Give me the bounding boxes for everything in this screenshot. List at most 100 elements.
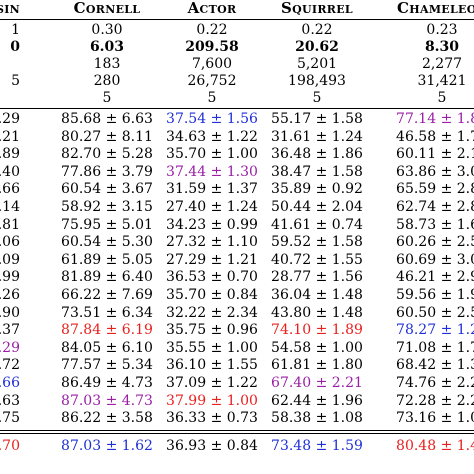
actor-col-cell: 27.29 ± 1.21	[166, 251, 258, 268]
cornell-col-cell: 86.49 ± 4.73	[61, 375, 153, 391]
actor-col-cell: 37.99 ± 1.00	[166, 392, 258, 409]
dataset-col-0-cell: 3.29	[0, 111, 20, 127]
chameleon-col-cell: 58.73 ± 1.68	[396, 216, 474, 233]
chameleon-col-cell: 77.14 ± 1.84	[396, 111, 474, 127]
dataset-col-0-cell: 5.81	[0, 216, 20, 233]
dataset-col-0-cell: 4.89	[0, 146, 20, 163]
dataset-col-0-cell: 3.66	[0, 375, 20, 391]
squirrel-col-cell: 59.52 ± 1.58	[271, 234, 363, 251]
results-rule-bottom	[0, 432, 474, 434]
table-row: 4.99 81.89 ± 6.40 36.53 ± 0.70 28.77 ± 1.56…	[0, 269, 474, 286]
actor-col-cell: 37.44 ± 1.30	[166, 163, 258, 180]
actor-col-cell: 5	[207, 90, 217, 106]
cornell-col-cell: 60.54 ± 5.30	[61, 234, 153, 251]
table-row: 3.75 86.22 ± 3.58 36.33 ± 0.73 58.38 ± 1.08…	[0, 410, 474, 427]
table-row: 3.40 77.86 ± 3.79 37.44 ± 1.30 38.47 ± 1.58…	[0, 164, 474, 181]
actor-col-cell: 0.22	[196, 22, 228, 38]
squirrel-col-cell: 5,201	[296, 56, 338, 72]
actor-col-cell: 36.93 ± 0.84	[166, 437, 258, 454]
header-rule	[0, 19, 474, 20]
dataset-col-0-cell: 0	[10, 39, 20, 55]
actor-col-cell: 31.59 ± 1.37	[166, 181, 258, 198]
cornell-col-cell: 183	[93, 56, 121, 72]
cornell-col-cell: 87.84 ± 6.19	[61, 322, 153, 339]
stats-rule	[0, 108, 474, 109]
chameleon-col-cell: 60.69 ± 3.05	[396, 251, 474, 268]
chameleon-col-cell: 78.27 ± 1.28	[396, 322, 474, 339]
cornell-col-cell: 60.54 ± 3.67	[61, 181, 153, 198]
actor-col-cell: 35.70 ± 0.84	[166, 287, 258, 303]
squirrel-col-cell: 62.44 ± 1.96	[271, 392, 363, 409]
cornell-col-cell: 80.27 ± 8.11	[61, 128, 153, 145]
chameleon-col-cell: 68.42 ± 1.38	[396, 357, 474, 374]
dataset-col-0-cell: 3.29	[0, 339, 20, 356]
chameleon-col-cell: 2,277	[421, 56, 463, 72]
actor-col-cell: Actor	[187, 0, 237, 17]
squirrel-col-cell: 0.22	[301, 22, 333, 38]
squirrel-col-cell: 36.04 ± 1.48	[271, 287, 363, 303]
actor-col-cell: 27.32 ± 1.10	[166, 234, 258, 251]
squirrel-col-cell: 41.61 ± 0.74	[271, 216, 363, 233]
actor-col-cell: 36.10 ± 1.55	[166, 357, 258, 374]
squirrel-col-cell: 74.10 ± 1.89	[271, 322, 363, 339]
squirrel-col-cell: 38.47 ± 1.58	[271, 163, 363, 180]
actor-col-cell: 37.09 ± 1.22	[166, 375, 258, 391]
dataset-col-0-cell	[0, 90, 20, 107]
chameleon-col-cell: 8.30	[424, 39, 460, 55]
actor-col-cell: 32.22 ± 2.34	[166, 304, 258, 321]
squirrel-col-cell: 36.48 ± 1.86	[271, 146, 363, 163]
table-row: 3.66 60.54 ± 3.67 31.59 ± 1.37 35.89 ± 0.92…	[0, 181, 474, 198]
actor-col-cell: 35.75 ± 0.96	[166, 322, 258, 339]
table-row: 6.14 58.92 ± 3.15 27.40 ± 1.24 50.44 ± 2.04…	[0, 199, 474, 216]
actor-col-cell: 34.63 ± 1.22	[166, 128, 258, 145]
squirrel-col-cell: Squirrel	[281, 0, 353, 17]
dataset-col-0-cell: 5	[11, 73, 20, 89]
chameleon-col-cell: 63.86 ± 3.04	[396, 163, 474, 180]
chameleon-col-cell: 31,421	[417, 73, 467, 89]
table-row: 3.66 86.49 ± 4.73 37.09 ± 1.22 67.40 ± 2.21…	[0, 375, 474, 392]
stats-row: 5 5 5 5	[0, 90, 474, 107]
squirrel-col-cell: 55.17 ± 1.58	[271, 111, 363, 127]
chameleon-col-cell: 73.16 ± 1.07	[396, 410, 474, 427]
actor-col-cell: 27.40 ± 1.24	[166, 199, 258, 215]
dataset-col-0-cell: 3.63	[0, 392, 20, 409]
squirrel-col-cell: 67.40 ± 2.21	[271, 375, 363, 391]
cornell-col-cell: 85.68 ± 6.63	[61, 111, 153, 127]
cornell-col-cell: 86.22 ± 3.58	[61, 410, 153, 427]
table-row: 5.81 75.95 ± 5.01 34.23 ± 0.99 41.61 ± 0.74…	[0, 217, 474, 234]
actor-col-cell: 36.33 ± 0.73	[166, 410, 258, 427]
cornell-col-cell: 61.89 ± 5.05	[61, 251, 153, 268]
actor-col-cell: 35.70 ± 1.00	[166, 146, 258, 163]
stats-row: 0 6.03 209.58 20.62 8.30	[0, 39, 474, 56]
table-row: 4.90 73.51 ± 6.34 32.22 ± 2.34 43.80 ± 1.48…	[0, 305, 474, 322]
dataset-col-0-cell	[0, 56, 20, 73]
table-row: 3.63 87.03 ± 4.73 37.99 ± 1.00 62.44 ± 1.96…	[0, 393, 474, 410]
dataset-col-0-cell: 3.66	[0, 181, 20, 198]
squirrel-col-cell: 43.80 ± 1.48	[271, 304, 363, 321]
dataset-col-0-cell: 3.37	[0, 322, 20, 339]
table-row: 4.21 80.27 ± 8.11 34.63 ± 1.22 31.61 ± 1.24…	[0, 129, 474, 146]
chameleon-col-cell: 62.74 ± 2.82	[396, 199, 474, 215]
squirrel-col-cell: 58.38 ± 1.08	[271, 410, 363, 427]
squirrel-col-cell: 5	[312, 90, 322, 106]
actor-col-cell: 37.54 ± 1.56	[166, 111, 258, 127]
table-row: 3.29 84.05 ± 6.10 35.55 ± 1.00 54.58 ± 1.00…	[0, 340, 474, 357]
chameleon-col-cell: 60.50 ± 2.53	[396, 304, 474, 321]
header-row: nsin Cornell Actor Squirrel Chameleon	[0, 0, 474, 17]
dataset-col-0-cell: 6.14	[0, 199, 20, 215]
cornell-col-cell: 87.03 ± 1.62	[61, 437, 153, 454]
table-row: 3.37 87.84 ± 6.19 35.75 ± 0.96 74.10 ± 1.89…	[0, 322, 474, 339]
cornell-col-cell: 82.70 ± 5.28	[61, 146, 153, 163]
actor-col-cell: 209.58	[185, 39, 239, 55]
dataset-col-0-cell: 3.40	[0, 163, 20, 180]
cornell-col-cell: 75.95 ± 5.01	[61, 216, 153, 233]
cornell-col-cell: 280	[93, 73, 121, 89]
dataset-col-0-cell: 3.75	[0, 410, 20, 427]
actor-col-cell: 26,752	[187, 73, 237, 89]
dataset-col-0-cell: 4.09	[0, 251, 20, 268]
cornell-col-cell: 58.92 ± 3.15	[61, 199, 153, 215]
squirrel-col-cell: 61.81 ± 1.80	[271, 357, 363, 374]
cornell-col-cell: 66.22 ± 7.69	[61, 287, 153, 303]
chameleon-col-cell: 60.26 ± 2.50	[396, 234, 474, 251]
chameleon-col-cell: 46.58 ± 1.71	[396, 128, 474, 145]
